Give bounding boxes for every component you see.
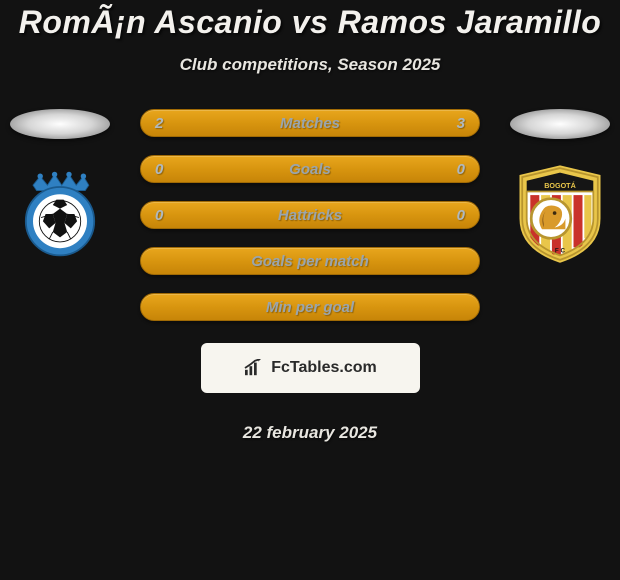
stat-goals: 0 Goals 0: [140, 155, 480, 183]
right-side: BOGOTÁ: [500, 109, 620, 259]
brand-box[interactable]: FcTables.com: [203, 345, 418, 391]
stat-matches: 2 Matches 3: [140, 109, 480, 137]
stat-left-value: 0: [155, 161, 163, 178]
stat-goals-per-match: Goals per match: [140, 247, 480, 275]
main-row: 2 Matches 3 0 Goals 0 0 Hattricks 0 Goal…: [0, 109, 620, 443]
club-crest-left: [15, 169, 105, 259]
left-side: [0, 109, 120, 259]
page-title: RomÃ¡n Ascanio vs Ramos Jaramillo: [19, 4, 602, 41]
stat-hattricks: 0 Hattricks 0: [140, 201, 480, 229]
stat-left-value: 2: [155, 115, 163, 132]
brand-text: FcTables.com: [271, 359, 377, 377]
player-placeholder-left: [10, 109, 110, 139]
stat-min-per-goal: Min per goal: [140, 293, 480, 321]
stat-right-value: 0: [457, 207, 465, 224]
club-crest-right: BOGOTÁ: [515, 169, 605, 259]
svg-text:F C: F C: [555, 248, 566, 255]
stat-right-value: 0: [457, 161, 465, 178]
svg-text:BOGOTÁ: BOGOTÁ: [544, 181, 576, 190]
stat-label: Min per goal: [266, 299, 354, 316]
chart-icon: [243, 359, 265, 377]
stat-label: Hattricks: [278, 207, 342, 224]
player-placeholder-right: [510, 109, 610, 139]
stat-right-value: 3: [457, 115, 465, 132]
stats-column: 2 Matches 3 0 Goals 0 0 Hattricks 0 Goal…: [120, 109, 500, 443]
stat-left-value: 0: [155, 207, 163, 224]
subtitle: Club competitions, Season 2025: [180, 55, 441, 75]
stat-label: Goals: [289, 161, 331, 178]
date-text: 22 february 2025: [243, 423, 377, 443]
comparison-card: RomÃ¡n Ascanio vs Ramos Jaramillo Club c…: [0, 0, 620, 443]
stat-label: Goals per match: [251, 253, 369, 270]
stat-label: Matches: [280, 115, 340, 132]
